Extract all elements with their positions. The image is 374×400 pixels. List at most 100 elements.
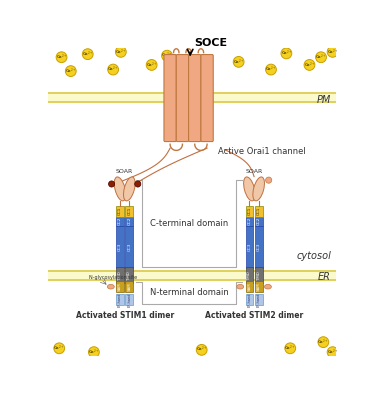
Text: EF-hand: EF-hand xyxy=(127,293,131,307)
Text: Ca$^{2+}$: Ca$^{2+}$ xyxy=(82,50,94,59)
Text: SAM: SAM xyxy=(257,282,261,291)
Bar xyxy=(116,206,124,217)
Text: N-terminal domain: N-terminal domain xyxy=(150,288,229,297)
Bar xyxy=(125,268,133,283)
Text: SOAR: SOAR xyxy=(245,169,263,174)
Text: EF-hand: EF-hand xyxy=(118,293,122,307)
Bar xyxy=(255,294,263,305)
FancyBboxPatch shape xyxy=(164,54,176,142)
Text: Ca$^{2+}$: Ca$^{2+}$ xyxy=(327,47,338,56)
Ellipse shape xyxy=(108,181,115,187)
Bar xyxy=(255,281,263,292)
Text: Ca$^{2+}$: Ca$^{2+}$ xyxy=(265,65,277,74)
Text: EF-hand: EF-hand xyxy=(257,293,261,307)
Ellipse shape xyxy=(135,181,141,187)
Circle shape xyxy=(316,52,327,63)
Text: CC2: CC2 xyxy=(127,217,131,226)
Ellipse shape xyxy=(243,177,255,201)
Bar xyxy=(48,270,335,280)
Ellipse shape xyxy=(107,284,114,289)
Text: CC1: CC1 xyxy=(248,207,251,215)
Circle shape xyxy=(285,343,295,354)
Circle shape xyxy=(281,48,292,59)
Ellipse shape xyxy=(264,284,272,289)
Bar xyxy=(125,226,133,268)
FancyBboxPatch shape xyxy=(176,54,188,142)
Circle shape xyxy=(65,66,76,76)
Circle shape xyxy=(196,344,207,355)
Text: Ca$^{2+}$: Ca$^{2+}$ xyxy=(88,348,100,357)
Text: Ca$^{2+}$: Ca$^{2+}$ xyxy=(56,52,67,62)
FancyBboxPatch shape xyxy=(201,54,213,142)
Circle shape xyxy=(116,46,126,57)
Ellipse shape xyxy=(266,177,272,183)
Bar xyxy=(246,226,253,268)
Text: Ca$^{2+}$: Ca$^{2+}$ xyxy=(284,344,296,353)
Ellipse shape xyxy=(114,177,126,201)
Bar xyxy=(125,281,133,292)
Text: TMD: TMD xyxy=(127,271,131,280)
FancyBboxPatch shape xyxy=(188,54,201,142)
Circle shape xyxy=(318,337,329,348)
Circle shape xyxy=(56,52,67,63)
Text: SAM: SAM xyxy=(248,282,251,291)
Bar xyxy=(116,226,124,268)
Text: TMD: TMD xyxy=(257,271,261,280)
Text: SAM: SAM xyxy=(118,282,122,291)
Text: cytosol: cytosol xyxy=(296,251,331,261)
Circle shape xyxy=(327,46,338,57)
Bar xyxy=(116,281,124,292)
Circle shape xyxy=(108,64,119,75)
Text: ER: ER xyxy=(318,272,331,282)
Bar xyxy=(255,217,263,226)
Text: Ca$^{2+}$: Ca$^{2+}$ xyxy=(233,57,245,66)
Text: CC2: CC2 xyxy=(248,217,251,226)
Circle shape xyxy=(146,60,157,70)
Circle shape xyxy=(177,56,188,67)
Bar xyxy=(246,206,253,217)
Text: Ca$^{2+}$: Ca$^{2+}$ xyxy=(53,344,65,353)
Text: CC3: CC3 xyxy=(127,243,131,251)
Bar xyxy=(125,206,133,217)
Bar xyxy=(246,281,253,292)
Text: TMD: TMD xyxy=(118,271,122,280)
Circle shape xyxy=(89,347,99,358)
Text: CC2: CC2 xyxy=(257,217,261,226)
Text: Ca$^{2+}$: Ca$^{2+}$ xyxy=(315,52,327,62)
Bar xyxy=(48,279,335,280)
Text: Ca$^{2+}$: Ca$^{2+}$ xyxy=(304,60,315,70)
Bar xyxy=(125,217,133,226)
Text: TMD: TMD xyxy=(248,271,251,280)
Bar xyxy=(48,92,335,94)
Text: PM: PM xyxy=(317,94,331,104)
Text: CC1: CC1 xyxy=(257,207,261,215)
Text: Ca$^{2+}$: Ca$^{2+}$ xyxy=(318,338,329,347)
Text: CC3: CC3 xyxy=(257,243,261,251)
Text: EF-hand: EF-hand xyxy=(248,293,251,307)
Ellipse shape xyxy=(237,284,243,289)
Text: SAM: SAM xyxy=(127,282,131,291)
Text: CC1: CC1 xyxy=(127,207,131,215)
Circle shape xyxy=(162,50,172,61)
Text: Ca$^{2+}$: Ca$^{2+}$ xyxy=(107,65,119,74)
Bar xyxy=(255,226,263,268)
Text: Ca$^{2+}$: Ca$^{2+}$ xyxy=(280,49,292,58)
Circle shape xyxy=(233,56,244,67)
Text: CC1: CC1 xyxy=(118,207,122,215)
Text: Ca$^{2+}$: Ca$^{2+}$ xyxy=(177,57,188,66)
Bar xyxy=(246,294,253,305)
Circle shape xyxy=(327,347,338,358)
Circle shape xyxy=(82,49,93,60)
Bar xyxy=(125,294,133,305)
Text: Ca$^{2+}$: Ca$^{2+}$ xyxy=(65,66,77,76)
Bar xyxy=(255,268,263,283)
Text: CC2: CC2 xyxy=(118,217,122,226)
Bar xyxy=(116,294,124,305)
Text: Ca$^{2+}$: Ca$^{2+}$ xyxy=(146,60,157,70)
Text: Ca$^{2+}$: Ca$^{2+}$ xyxy=(115,47,127,56)
Bar xyxy=(48,92,335,103)
Circle shape xyxy=(304,60,315,70)
Text: CC3: CC3 xyxy=(248,243,251,251)
Text: SOCE: SOCE xyxy=(194,38,227,48)
Text: Active Orai1 channel: Active Orai1 channel xyxy=(218,146,306,156)
